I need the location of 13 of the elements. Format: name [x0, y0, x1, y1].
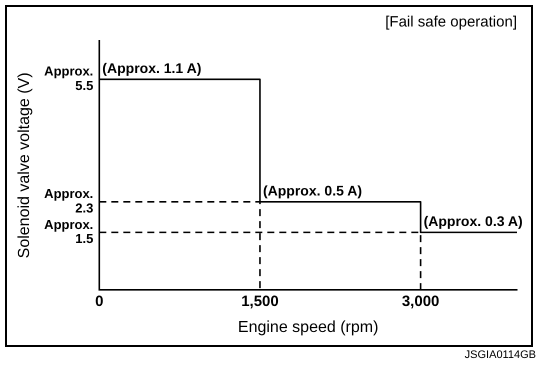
annotation: (Approx. 0.3 A) [424, 213, 523, 230]
y-tick-label: Approx. 5.5 [44, 64, 94, 94]
y-tick-label: Approx. 2.3 [44, 186, 94, 216]
text: JSGIA0114GB [464, 349, 536, 361]
x-tick-label: 3,000 [402, 292, 440, 310]
x-tick-label: 1,500 [241, 292, 279, 310]
text: [Fail safe operation] [385, 14, 517, 31]
y-axis-title: Solenoid valve voltage (V) [16, 72, 34, 258]
annotation: (Approx. 0.5 A) [262, 182, 362, 199]
x-axis-title: Engine speed (rpm) [238, 318, 378, 336]
x-tick-label: 0 [95, 292, 104, 310]
annotation: (Approx. 1.1 A) [102, 60, 202, 76]
y-tick-label: Approx. 1.5 [44, 216, 94, 246]
